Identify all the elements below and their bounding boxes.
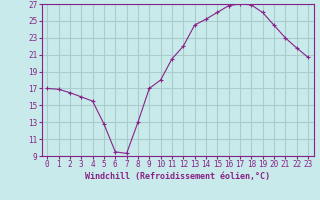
X-axis label: Windchill (Refroidissement éolien,°C): Windchill (Refroidissement éolien,°C) [85, 172, 270, 181]
